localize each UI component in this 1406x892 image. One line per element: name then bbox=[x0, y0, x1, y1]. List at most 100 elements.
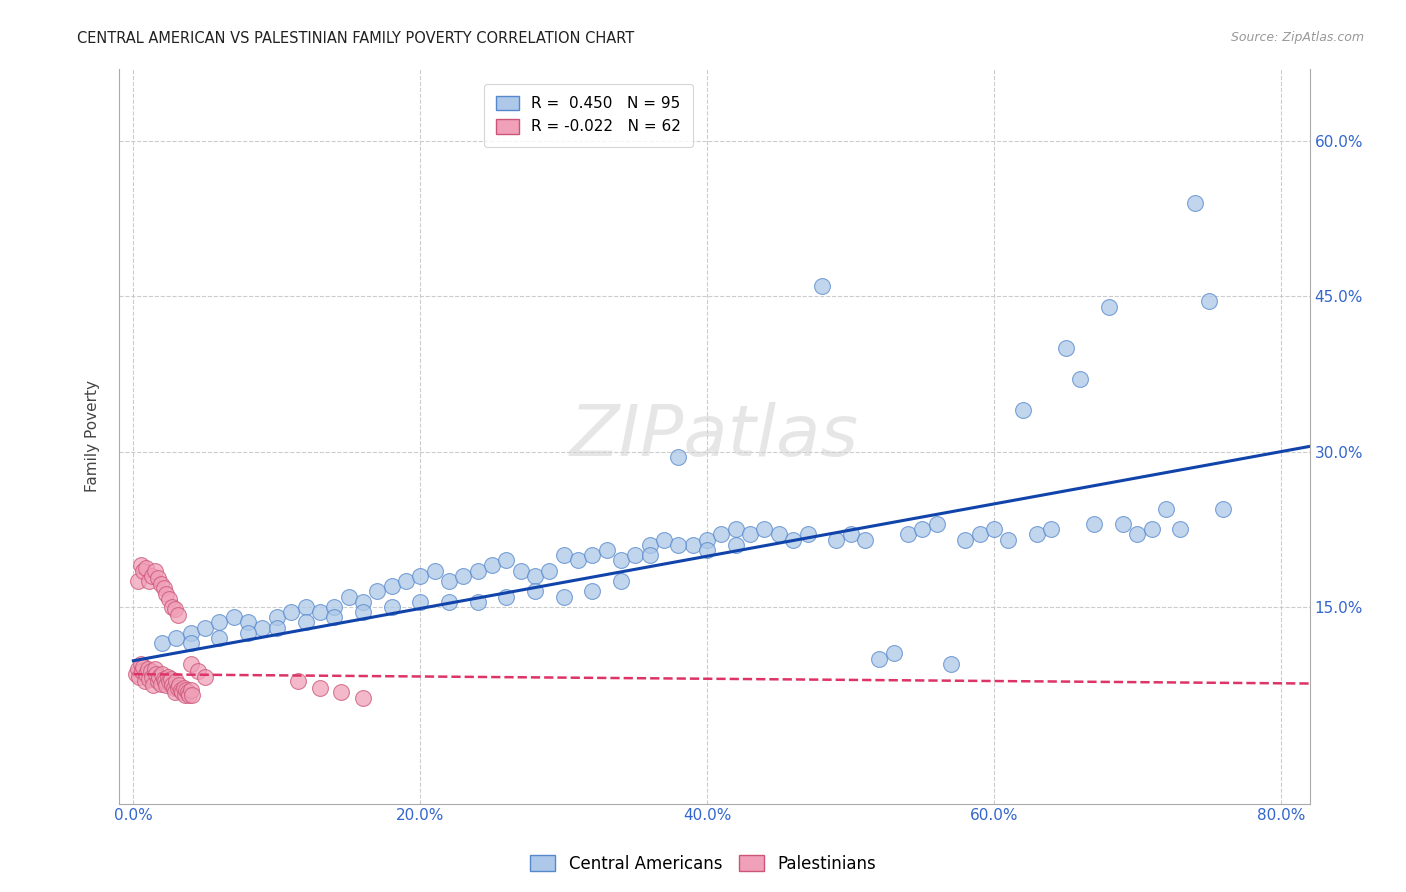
Point bbox=[467, 595, 489, 609]
Point bbox=[596, 543, 619, 558]
Point bbox=[308, 605, 330, 619]
Point bbox=[155, 677, 177, 691]
Point bbox=[169, 677, 191, 691]
Point bbox=[710, 527, 733, 541]
Point bbox=[668, 450, 690, 464]
Point bbox=[638, 538, 661, 552]
Point bbox=[128, 670, 150, 684]
Point bbox=[194, 670, 217, 684]
Point bbox=[652, 533, 675, 547]
Point bbox=[437, 574, 460, 588]
Point bbox=[165, 674, 187, 689]
Point bbox=[132, 564, 155, 578]
Point bbox=[453, 569, 475, 583]
Point bbox=[129, 558, 152, 573]
Point bbox=[581, 584, 603, 599]
Text: Source: ZipAtlas.com: Source: ZipAtlas.com bbox=[1230, 31, 1364, 45]
Point bbox=[141, 569, 163, 583]
Point bbox=[380, 579, 402, 593]
Point bbox=[495, 590, 517, 604]
Point bbox=[1098, 300, 1121, 314]
Point bbox=[172, 685, 194, 699]
Point bbox=[782, 533, 804, 547]
Point bbox=[724, 538, 747, 552]
Point bbox=[811, 279, 834, 293]
Point bbox=[236, 615, 259, 630]
Point bbox=[187, 664, 209, 678]
Point bbox=[174, 688, 197, 702]
Point bbox=[409, 595, 432, 609]
Point bbox=[969, 527, 991, 541]
Point bbox=[236, 625, 259, 640]
Point bbox=[294, 599, 316, 614]
Point bbox=[437, 595, 460, 609]
Text: ZIPatlas: ZIPatlas bbox=[569, 401, 859, 471]
Point bbox=[148, 670, 170, 684]
Point bbox=[180, 625, 202, 640]
Point bbox=[955, 533, 977, 547]
Point bbox=[127, 662, 149, 676]
Point bbox=[155, 587, 177, 601]
Point bbox=[222, 610, 245, 624]
Point bbox=[897, 527, 920, 541]
Point bbox=[162, 681, 184, 695]
Point bbox=[581, 548, 603, 562]
Point bbox=[754, 522, 776, 536]
Point bbox=[883, 647, 905, 661]
Y-axis label: Family Poverty: Family Poverty bbox=[86, 380, 100, 492]
Point bbox=[481, 558, 503, 573]
Point bbox=[125, 667, 148, 681]
Point bbox=[1083, 517, 1105, 532]
Point bbox=[150, 636, 173, 650]
Point bbox=[129, 657, 152, 671]
Point bbox=[1069, 372, 1091, 386]
Point bbox=[380, 599, 402, 614]
Point bbox=[163, 602, 186, 616]
Point bbox=[173, 681, 195, 695]
Point bbox=[157, 591, 180, 606]
Point bbox=[323, 610, 346, 624]
Point bbox=[423, 564, 446, 578]
Point bbox=[768, 527, 790, 541]
Point bbox=[1040, 522, 1063, 536]
Point bbox=[159, 673, 181, 687]
Point bbox=[153, 674, 176, 689]
Point bbox=[1011, 403, 1033, 417]
Point bbox=[1026, 527, 1049, 541]
Point bbox=[495, 553, 517, 567]
Point bbox=[839, 527, 862, 541]
Point bbox=[157, 674, 180, 689]
Point bbox=[366, 584, 388, 599]
Text: CENTRAL AMERICAN VS PALESTINIAN FAMILY POVERTY CORRELATION CHART: CENTRAL AMERICAN VS PALESTINIAN FAMILY P… bbox=[77, 31, 634, 46]
Point bbox=[696, 533, 718, 547]
Point bbox=[553, 590, 575, 604]
Point bbox=[1112, 517, 1135, 532]
Point bbox=[524, 569, 547, 583]
Point bbox=[1140, 522, 1163, 536]
Point bbox=[323, 599, 346, 614]
Point bbox=[409, 569, 432, 583]
Point bbox=[149, 577, 172, 591]
Point bbox=[131, 664, 153, 678]
Point bbox=[127, 574, 149, 588]
Point bbox=[194, 621, 217, 635]
Point bbox=[280, 605, 302, 619]
Point bbox=[141, 670, 163, 684]
Point bbox=[163, 685, 186, 699]
Point bbox=[624, 548, 647, 562]
Point bbox=[395, 574, 418, 588]
Point bbox=[509, 564, 531, 578]
Point bbox=[180, 682, 202, 697]
Point bbox=[146, 674, 169, 689]
Point bbox=[180, 657, 202, 671]
Point bbox=[143, 564, 166, 578]
Point bbox=[724, 522, 747, 536]
Legend: Central Americans, Palestinians: Central Americans, Palestinians bbox=[523, 848, 883, 880]
Point bbox=[287, 674, 309, 689]
Point bbox=[911, 522, 934, 536]
Point bbox=[152, 673, 174, 687]
Point bbox=[266, 621, 288, 635]
Point bbox=[149, 676, 172, 690]
Point bbox=[150, 667, 173, 681]
Point bbox=[179, 688, 201, 702]
